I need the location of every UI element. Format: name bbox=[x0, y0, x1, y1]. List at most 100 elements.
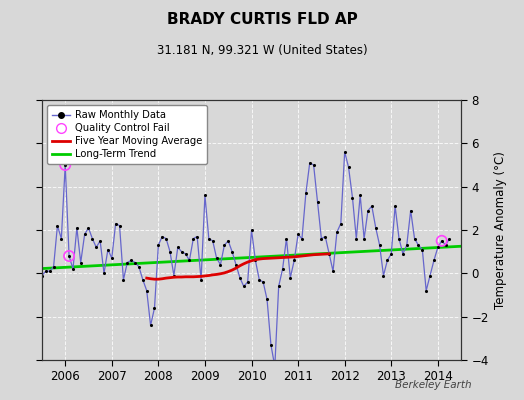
Point bbox=[275, 283, 283, 290]
Point bbox=[278, 266, 287, 272]
Point bbox=[18, 196, 27, 203]
Text: BRADY CURTIS FLD AP: BRADY CURTIS FLD AP bbox=[167, 12, 357, 27]
Point bbox=[193, 233, 201, 240]
Point bbox=[441, 242, 450, 248]
Point bbox=[430, 257, 438, 264]
Point bbox=[341, 149, 349, 155]
Point bbox=[100, 270, 108, 276]
Point bbox=[178, 248, 186, 255]
Point bbox=[445, 236, 454, 242]
Point bbox=[418, 246, 427, 253]
Text: Berkeley Earth: Berkeley Earth bbox=[395, 380, 472, 390]
Point bbox=[352, 236, 361, 242]
Point bbox=[438, 238, 446, 244]
Point bbox=[438, 238, 446, 244]
Point bbox=[209, 238, 217, 244]
Point bbox=[407, 207, 415, 214]
Point bbox=[333, 229, 341, 235]
Point bbox=[236, 274, 244, 281]
Point bbox=[65, 253, 73, 259]
Point bbox=[127, 257, 135, 264]
Point bbox=[81, 231, 89, 238]
Point bbox=[426, 272, 434, 279]
Point bbox=[73, 225, 81, 231]
Point bbox=[57, 236, 66, 242]
Point bbox=[356, 192, 364, 198]
Point bbox=[434, 244, 442, 250]
Point bbox=[364, 207, 372, 214]
Point bbox=[119, 277, 128, 283]
Point bbox=[158, 233, 167, 240]
Point bbox=[317, 236, 325, 242]
Point bbox=[372, 225, 380, 231]
Point bbox=[131, 259, 139, 266]
Point bbox=[77, 259, 85, 266]
Point bbox=[46, 268, 54, 274]
Point bbox=[391, 203, 399, 209]
Point bbox=[26, 259, 35, 266]
Point bbox=[30, 264, 38, 270]
Point bbox=[162, 236, 170, 242]
Point bbox=[96, 238, 104, 244]
Point bbox=[65, 253, 73, 259]
Point bbox=[139, 277, 147, 283]
Point bbox=[286, 274, 294, 281]
Point bbox=[294, 231, 302, 238]
Point bbox=[189, 236, 198, 242]
Point bbox=[267, 342, 275, 348]
Point bbox=[410, 236, 419, 242]
Point bbox=[387, 251, 396, 257]
Point bbox=[216, 262, 225, 268]
Point bbox=[53, 222, 62, 229]
Point bbox=[251, 257, 259, 264]
Point bbox=[329, 268, 337, 274]
Point bbox=[224, 238, 233, 244]
Point bbox=[232, 262, 240, 268]
Point bbox=[22, 194, 30, 201]
Legend: Raw Monthly Data, Quality Control Fail, Five Year Moving Average, Long-Term Tren: Raw Monthly Data, Quality Control Fail, … bbox=[47, 105, 208, 164]
Point bbox=[34, 270, 42, 276]
Point bbox=[298, 236, 306, 242]
Point bbox=[302, 190, 310, 196]
Point bbox=[220, 242, 228, 248]
Point bbox=[143, 288, 151, 294]
Point bbox=[61, 162, 69, 168]
Point bbox=[395, 236, 403, 242]
Point bbox=[228, 248, 236, 255]
Point bbox=[282, 236, 291, 242]
Point bbox=[61, 162, 69, 168]
Point bbox=[305, 160, 314, 166]
Point bbox=[244, 279, 252, 285]
Point bbox=[69, 266, 77, 272]
Point bbox=[201, 192, 209, 198]
Point bbox=[154, 242, 162, 248]
Point bbox=[313, 199, 322, 205]
Point bbox=[181, 251, 190, 257]
Point bbox=[259, 279, 267, 285]
Point bbox=[88, 236, 96, 242]
Point bbox=[170, 272, 178, 279]
Point bbox=[321, 233, 330, 240]
Point bbox=[166, 248, 174, 255]
Point bbox=[92, 244, 101, 250]
Point bbox=[368, 203, 376, 209]
Point bbox=[173, 244, 182, 250]
Point bbox=[49, 264, 58, 270]
Point bbox=[263, 296, 271, 302]
Point bbox=[115, 222, 124, 229]
Point bbox=[107, 255, 116, 261]
Point bbox=[22, 194, 30, 201]
Point bbox=[84, 225, 93, 231]
Point bbox=[197, 277, 205, 283]
Point bbox=[309, 162, 318, 168]
Y-axis label: Temperature Anomaly (°C): Temperature Anomaly (°C) bbox=[495, 151, 507, 309]
Point bbox=[270, 363, 279, 370]
Point bbox=[212, 255, 221, 261]
Point bbox=[422, 288, 430, 294]
Point bbox=[112, 220, 120, 227]
Point bbox=[247, 227, 256, 233]
Point bbox=[325, 251, 333, 257]
Point bbox=[135, 264, 143, 270]
Text: 31.181 N, 99.321 W (United States): 31.181 N, 99.321 W (United States) bbox=[157, 44, 367, 57]
Point bbox=[399, 251, 407, 257]
